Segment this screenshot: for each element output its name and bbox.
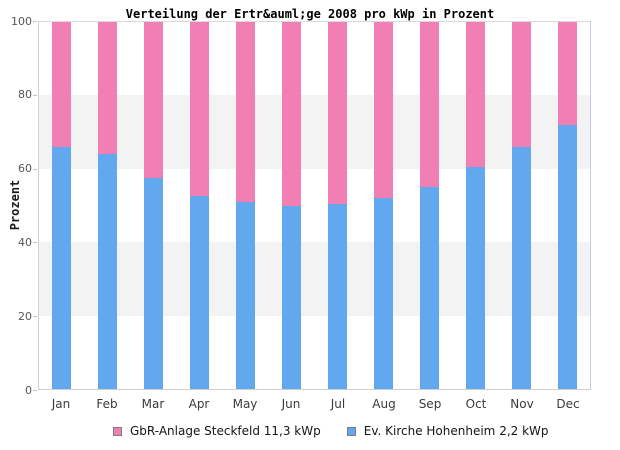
x-label-feb: Feb (96, 397, 118, 411)
bar-stack-jun (282, 22, 302, 389)
x-label-jul: Jul (330, 397, 346, 411)
y-tick-label-0: 0 (25, 384, 32, 397)
bar-segment-hohenheim-may (236, 201, 256, 389)
bar-segment-hohenheim-sep (419, 187, 439, 389)
legend-label-steckfeld: GbR-Anlage Steckfeld 11,3 kWp (130, 424, 321, 438)
x-label-aug: Aug (372, 397, 396, 411)
bar-slot-may (223, 22, 269, 389)
bar-segment-hohenheim-feb (98, 154, 118, 389)
bar-segment-hohenheim-dec (557, 124, 577, 389)
bar-segment-steckfeld-dec (557, 22, 577, 125)
bar-segment-steckfeld-jan (52, 22, 72, 147)
y-tick-mark-100 (33, 21, 37, 22)
bar-slot-dec (544, 22, 590, 389)
legend-entry-steckfeld: GbR-Anlage Steckfeld 11,3 kWp (113, 424, 321, 438)
bar-stack-feb (98, 22, 118, 389)
bar-segment-steckfeld-feb (98, 22, 118, 155)
y-tick-mark-0 (33, 390, 37, 391)
bar-segment-hohenheim-mar (144, 177, 164, 389)
bar-slot-sep (406, 22, 452, 389)
bar-stack-may (236, 22, 256, 389)
x-label-jan: Jan (51, 397, 71, 411)
grid-band (39, 242, 590, 316)
x-label-jun: Jun (281, 397, 301, 411)
bar-segment-steckfeld-oct (465, 22, 485, 167)
bar-stack-oct (465, 22, 485, 389)
bar-slot-jan (39, 22, 85, 389)
bar-segment-hohenheim-jan (52, 146, 72, 389)
y-tick-label-80: 80 (18, 88, 32, 101)
bar-slot-nov (498, 22, 544, 389)
legend: GbR-Anlage Steckfeld 11,3 kWp Ev. Kirche… (113, 424, 549, 438)
y-tick-mark-80 (33, 95, 37, 96)
bar-segment-steckfeld-jun (282, 22, 302, 206)
chart-title: Verteilung der Ertr&auml;ge 2008 pro kWp… (125, 7, 495, 21)
x-label-mar: Mar (141, 397, 165, 411)
bar-segment-steckfeld-nov (511, 22, 531, 147)
bars-layer (39, 22, 590, 389)
y-tick-mark-60 (33, 169, 37, 170)
pink-swatch-icon (113, 426, 122, 436)
y-tick-mark-40 (33, 242, 37, 243)
bar-segment-steckfeld-sep (419, 22, 439, 188)
x-label-may: May (232, 397, 258, 411)
bar-segment-hohenheim-nov (511, 146, 531, 389)
bar-segment-hohenheim-aug (373, 198, 393, 389)
x-label-apr: Apr (188, 397, 210, 411)
legend-label-hohenheim: Ev. Kirche Hohenheim 2,2 kWp (363, 424, 549, 438)
y-tick-label-20: 20 (18, 310, 32, 323)
bar-slot-jul (315, 22, 361, 389)
bar-segment-steckfeld-jul (327, 22, 347, 204)
bar-segment-steckfeld-apr (190, 22, 210, 197)
y-axis-title: Prozent (8, 179, 22, 231)
y-tick-mark-20 (33, 316, 37, 317)
bar-stack-mar (144, 22, 164, 389)
x-label-nov: Nov (510, 397, 534, 411)
bar-stack-jan (52, 22, 72, 389)
bar-stack-sep (419, 22, 439, 389)
y-tick-label-60: 60 (18, 162, 32, 175)
bar-stack-aug (373, 22, 393, 389)
bar-segment-hohenheim-jul (327, 203, 347, 389)
x-label-sep: Sep (418, 397, 442, 411)
bar-segment-hohenheim-jun (282, 205, 302, 389)
bar-stack-dec (557, 22, 577, 389)
bar-segment-steckfeld-may (236, 22, 256, 202)
grid-band (39, 95, 590, 169)
x-label-oct: Oct (465, 397, 487, 411)
bar-slot-apr (177, 22, 223, 389)
bar-segment-hohenheim-apr (190, 196, 210, 389)
bar-segment-steckfeld-mar (144, 22, 164, 178)
bar-stack-jul (327, 22, 347, 389)
bar-slot-oct (452, 22, 498, 389)
bar-segment-steckfeld-aug (373, 22, 393, 199)
bar-slot-jun (269, 22, 315, 389)
x-label-dec: Dec (556, 397, 580, 411)
bar-slot-aug (360, 22, 406, 389)
legend-entry-hohenheim: Ev. Kirche Hohenheim 2,2 kWp (346, 424, 549, 438)
plot-area (38, 21, 591, 390)
bar-stack-nov (511, 22, 531, 389)
y-tick-label-40: 40 (18, 236, 32, 249)
bar-stack-apr (190, 22, 210, 389)
bar-slot-mar (131, 22, 177, 389)
bar-slot-feb (85, 22, 131, 389)
blue-swatch-icon (346, 426, 356, 436)
bar-segment-hohenheim-oct (465, 166, 485, 389)
y-tick-label-100: 100 (11, 15, 32, 28)
